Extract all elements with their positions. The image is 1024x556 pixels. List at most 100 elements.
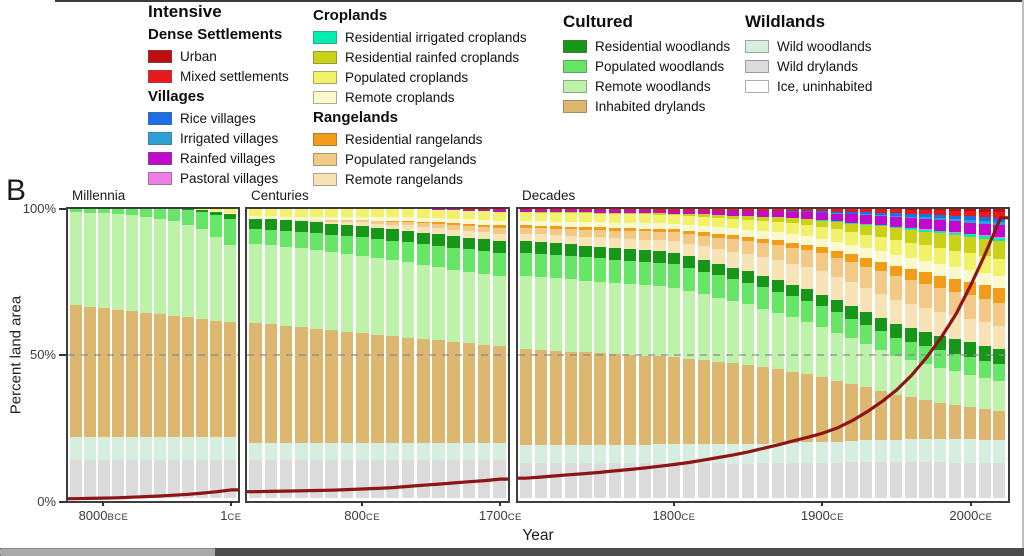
segment-remote_rangelands (549, 235, 563, 244)
stacked-bar (386, 209, 400, 501)
segment-mixed_settlements (682, 209, 696, 211)
segment-remote_woodlands (493, 275, 506, 347)
stacked-bar (416, 209, 430, 501)
panel-label-b: B (6, 174, 27, 207)
stacked-bar (112, 209, 124, 501)
video-progress-bar[interactable] (0, 548, 1024, 556)
segment-populated_croplands (668, 214, 681, 224)
segment-ice (978, 498, 991, 501)
segment-populated_croplands (295, 209, 308, 217)
segment-wild_woodlands (815, 442, 829, 463)
bars-millennia (68, 209, 238, 501)
stacked-bar (579, 209, 592, 501)
segment-rainfed_villages (712, 210, 725, 215)
segment-inhabited_drylands (963, 406, 976, 440)
segment-ice (756, 498, 769, 501)
segment-populated_rangelands (355, 220, 369, 223)
segment-wild_drylands (549, 463, 563, 499)
stacked-bar (279, 209, 293, 501)
legend-item-label: Residential woodlands (595, 38, 731, 54)
segment-inhabited_drylands (154, 314, 166, 437)
segment-wild_drylands (919, 462, 932, 499)
legend-item-label: Residential rainfed croplands (345, 49, 520, 65)
segment-inhabited_drylands (310, 328, 323, 443)
segment-populated_croplands (742, 219, 755, 230)
segment-rainfed_villages (742, 210, 755, 217)
segment-rainfed_villages (727, 210, 740, 216)
segment-wild_drylands (934, 462, 947, 499)
segment-mixed_settlements (948, 210, 962, 216)
segment-populated_rangelands (310, 219, 323, 221)
segment-rainfed_villages (786, 211, 799, 218)
segment-rainfed_villages (668, 210, 681, 214)
segment-rainfed_villages (948, 221, 962, 233)
segment-populated_woodlands (993, 363, 1006, 382)
legend-item-label: Urban (180, 48, 217, 64)
segment-wild_woodlands (477, 442, 491, 461)
segment-populated_croplands (279, 209, 293, 217)
segment-remote_rangelands (786, 263, 799, 285)
segment-inhabited_drylands (168, 315, 180, 437)
segment-inhabited_drylands (432, 340, 445, 443)
stacked-bar (993, 209, 1006, 501)
segment-wild_drylands (742, 463, 755, 499)
segment-remote_woodlands (668, 287, 681, 358)
legend-item-label: Pastoral villages (180, 170, 279, 186)
segment-rainfed_villages (845, 214, 858, 223)
segment-ice (934, 498, 947, 501)
segment-residential_woodlands (462, 237, 476, 250)
segment-populated_woodlands (340, 235, 354, 254)
segment-remote_croplands (477, 220, 491, 225)
segment-urban (919, 209, 932, 210)
segment-remote_croplands (934, 264, 947, 276)
segment-populated_woodlands (154, 209, 166, 219)
panel-centuries: Centuries 800CE 1700CE (245, 188, 521, 523)
segment-wild_woodlands (638, 444, 651, 464)
segment-populated_croplands (786, 223, 799, 235)
window-top-border (55, 0, 1024, 2)
segment-wild_woodlands (112, 436, 124, 461)
segment-inhabited_drylands (386, 336, 400, 443)
segment-inhabited_drylands (771, 369, 784, 444)
segment-inhabited_drylands (355, 333, 369, 443)
segment-populated_rangelands (830, 257, 843, 277)
segment-wild_woodlands (154, 436, 166, 461)
segment-residential_woodlands (697, 260, 710, 272)
stacked-bar (168, 209, 180, 501)
segment-populated_woodlands (653, 263, 666, 287)
segment-urban (978, 209, 991, 212)
segment-remote_croplands (447, 218, 460, 223)
segment-populated_rangelands (934, 288, 947, 312)
segment-residential_rainfed_croplands (963, 236, 976, 254)
legend-swatch (313, 132, 337, 146)
x-tick-label: 8000BCE (79, 508, 129, 523)
segment-ice (771, 498, 784, 501)
segment-residential_rangelands (447, 222, 460, 225)
segment-mixed_settlements (830, 209, 843, 212)
segment-wild_drylands (295, 460, 308, 499)
segment-populated_rangelands (340, 220, 354, 222)
legend-swatch (563, 99, 587, 113)
segment-wild_drylands (978, 462, 991, 499)
legend-item-residential_irrigated_croplands: Residential irrigated croplands (313, 27, 527, 47)
segment-wild_woodlands (830, 441, 843, 463)
segment-rice_villages (860, 212, 873, 215)
stacked-bar (978, 209, 991, 501)
segment-remote_rangelands (889, 300, 903, 324)
segment-ice (84, 498, 96, 501)
x-tick-year: 800 (344, 508, 366, 523)
y-tick-label: 50% (29, 347, 56, 362)
segment-residential_rainfed_croplands (608, 212, 622, 214)
segment-populated_croplands (386, 209, 400, 218)
segment-remote_croplands (264, 216, 278, 220)
segment-residential_woodlands (786, 284, 799, 297)
segment-populated_croplands (771, 221, 784, 233)
segment-populated_rangelands (638, 231, 651, 240)
segment-populated_croplands (875, 237, 888, 252)
progress-played-segment[interactable] (0, 548, 215, 556)
segment-populated_croplands (682, 215, 696, 225)
segment-populated_rangelands (371, 221, 384, 224)
segment-wild_woodlands (697, 444, 710, 464)
segment-mixed_settlements (875, 209, 888, 213)
segment-populated_rangelands (875, 271, 888, 294)
